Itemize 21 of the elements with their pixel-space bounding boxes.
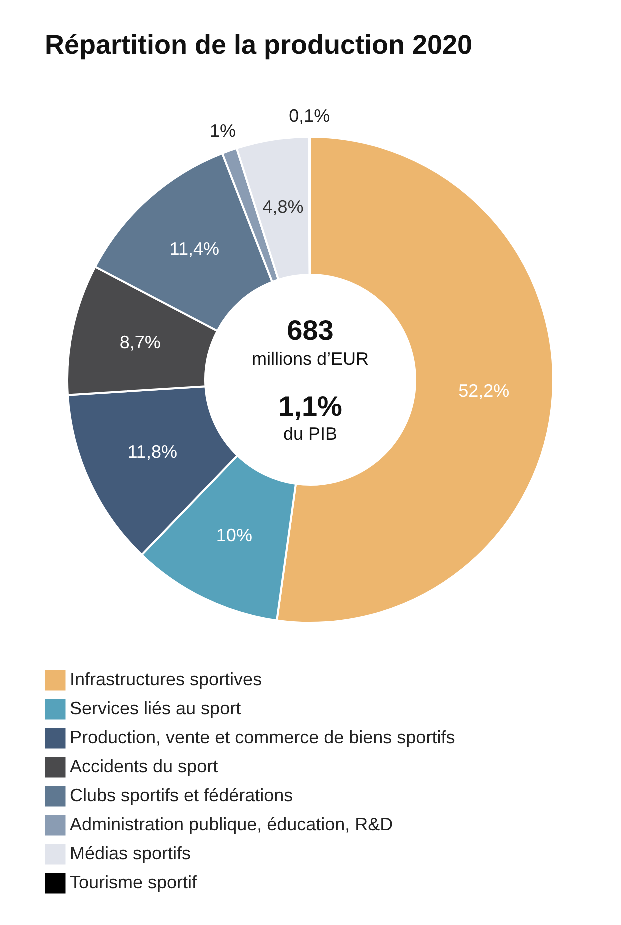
data-label: 8,7% xyxy=(120,332,161,353)
text: millions d’EUR xyxy=(252,349,370,369)
legend-label: Administration publique, éducation, R&D xyxy=(70,814,394,834)
legend-label: Tourisme sportif xyxy=(70,872,198,892)
chart-title: Répartition de la production 2020 xyxy=(45,30,473,60)
legend-label: Services liés au sport xyxy=(70,698,242,718)
legend-label: Médias sportifs xyxy=(70,844,192,864)
data-label: 1% xyxy=(210,120,236,141)
data-label: 4,8% xyxy=(262,197,304,218)
legend-label: Accidents du sport xyxy=(70,756,218,776)
legend-label: Infrastructures sportives xyxy=(70,670,262,690)
data-label: 11,4% xyxy=(170,239,220,260)
text: du PIB xyxy=(283,424,338,444)
text: 1,1% xyxy=(278,391,343,422)
data-label: 11,8% xyxy=(128,442,178,462)
data-label: 52,2% xyxy=(458,381,510,402)
legend-label: Clubs sportifs et fédérations xyxy=(70,786,294,806)
legend-label: Production, vente et commerce de biens sportifs xyxy=(70,728,456,748)
text: 683 xyxy=(287,315,334,346)
data-label: 10% xyxy=(216,525,252,546)
data-label: 0,1% xyxy=(289,106,330,126)
